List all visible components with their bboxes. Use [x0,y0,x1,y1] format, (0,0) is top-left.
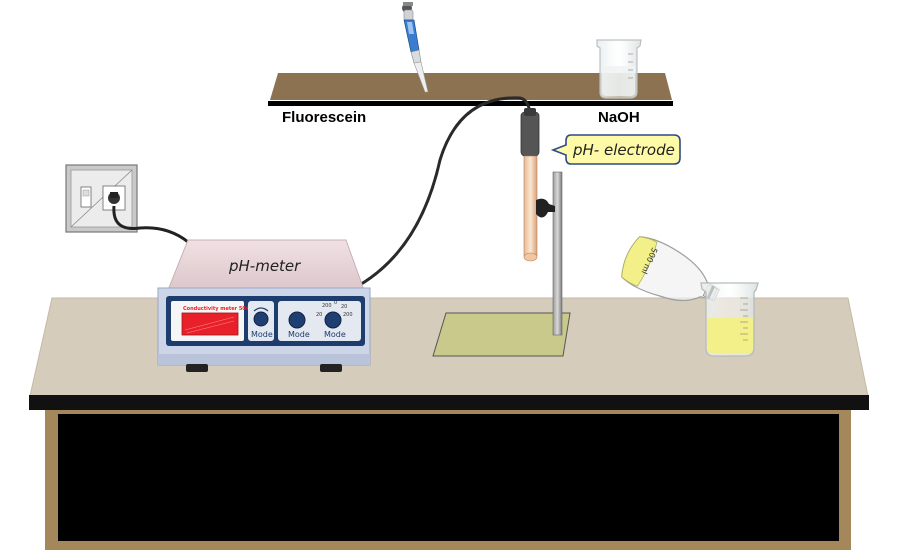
display-brand: Conductivity meter 504 [183,306,250,312]
shelf-board [270,73,672,100]
electrode-callout-text: pH- electrode [572,141,675,159]
mode-label-1: Mode [251,330,273,339]
micropipette[interactable] [402,2,429,93]
mode-label-2: Mode [288,330,310,339]
ph-meter-title: pH-meter [228,257,301,275]
yellow-solution [707,318,753,354]
fluorescein-label: Fluorescein [282,109,366,126]
mode-knob-1[interactable] [253,311,269,327]
reagent-shelf: Fluorescein NaOH [268,73,673,126]
electrode-stand [432,171,571,357]
dial-mark-4: 20 [316,312,322,318]
stand-base [432,312,571,357]
mode-knob-3[interactable] [324,311,342,329]
stand-rod [552,171,563,336]
dial-mark-5: 200 [343,312,353,318]
bench-cabinet [58,414,839,541]
lab-bench [29,297,869,550]
wall-socket[interactable] [65,164,138,233]
dial-mark-2: 0 [334,300,337,306]
dial-mark-3: 20 [341,304,347,310]
shelf-edge [268,101,673,106]
electrode-clamp [536,198,555,218]
dial-mark-1: 200 [322,303,332,309]
ph-electrode[interactable] [520,108,555,262]
ph-meter[interactable]: pH-meter Conductivity meter 504 Mode 200… [157,239,371,372]
mode-label-3: Mode [324,330,346,339]
ph-display [181,312,239,336]
naoh-label: NaOH [598,109,640,126]
bench-edge [29,395,869,410]
power-cable [112,205,189,244]
mode-knob-2[interactable] [288,311,306,329]
socket-switch[interactable] [80,186,92,208]
naoh-beaker[interactable] [596,39,642,99]
electrode-cable [357,96,532,288]
electrode-callout: pH- electrode [550,134,681,165]
sample-beaker[interactable] [700,282,759,357]
